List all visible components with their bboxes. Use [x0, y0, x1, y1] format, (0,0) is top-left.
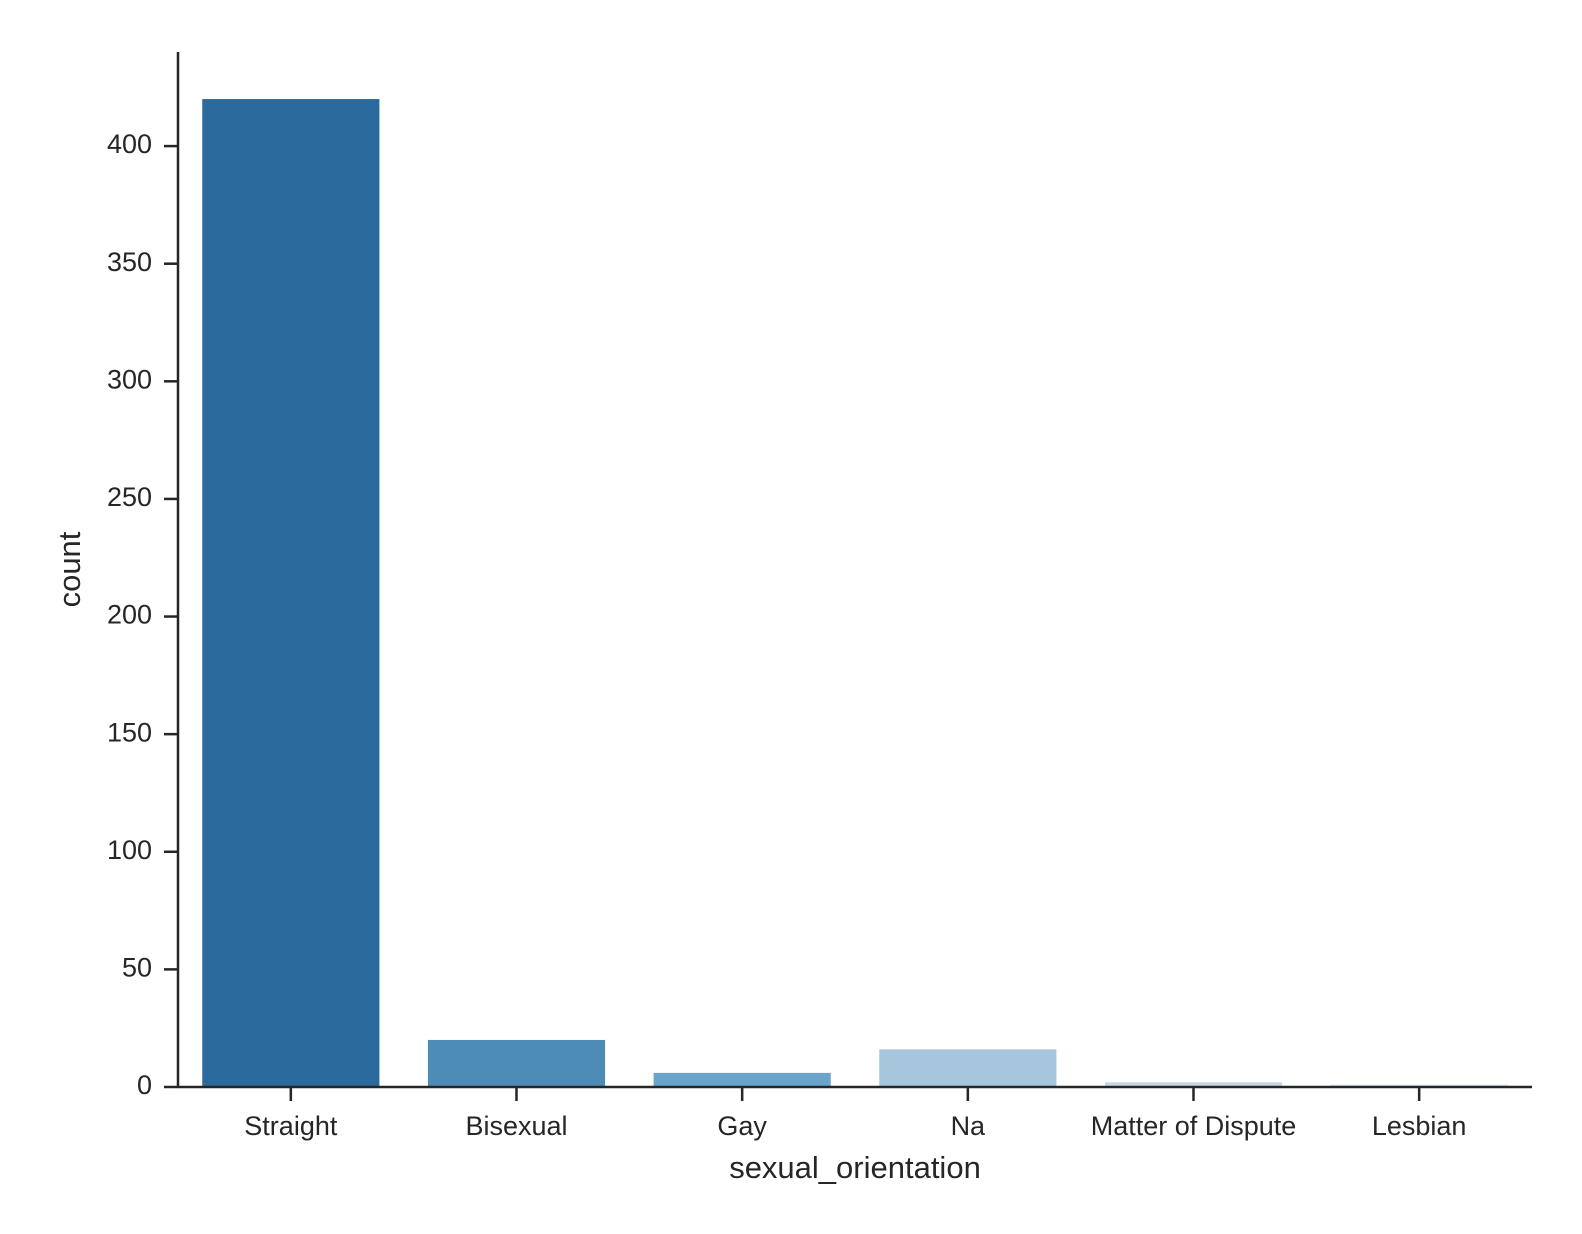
bar-na	[879, 1049, 1057, 1087]
y-tick-label: 0	[137, 1070, 152, 1100]
x-tick-label: Bisexual	[465, 1111, 567, 1141]
y-tick-label: 200	[107, 600, 152, 630]
y-tick-label: 50	[122, 953, 152, 983]
x-tick-label: Na	[951, 1111, 986, 1141]
x-axis-ticks: Straight Bisexual Gay Na Matter of Dispute Le…	[244, 1087, 1466, 1141]
y-tick-label: 400	[107, 129, 152, 159]
x-tick-label: Straight	[244, 1111, 338, 1141]
y-tick-label: 350	[107, 247, 152, 277]
y-axis-label: count	[52, 531, 87, 607]
x-tick-label: Gay	[717, 1111, 767, 1141]
y-tick-label: 300	[107, 364, 152, 394]
bars-group	[202, 99, 1508, 1087]
bar-gay	[653, 1072, 831, 1087]
x-tick-label: Matter of Dispute	[1091, 1111, 1297, 1141]
bar-straight	[202, 99, 380, 1087]
y-tick-label: 250	[107, 482, 152, 512]
y-tick-label: 150	[107, 717, 152, 747]
y-tick-label: 100	[107, 835, 152, 865]
bar-matter-of-dispute	[1104, 1082, 1283, 1087]
y-axis-ticks: 0 50 100 150 200 250 300 350 400	[107, 129, 178, 1100]
x-tick-label: Lesbian	[1372, 1111, 1467, 1141]
bar-bisexual	[427, 1039, 606, 1087]
x-axis-label: sexual_orientation	[729, 1150, 981, 1185]
